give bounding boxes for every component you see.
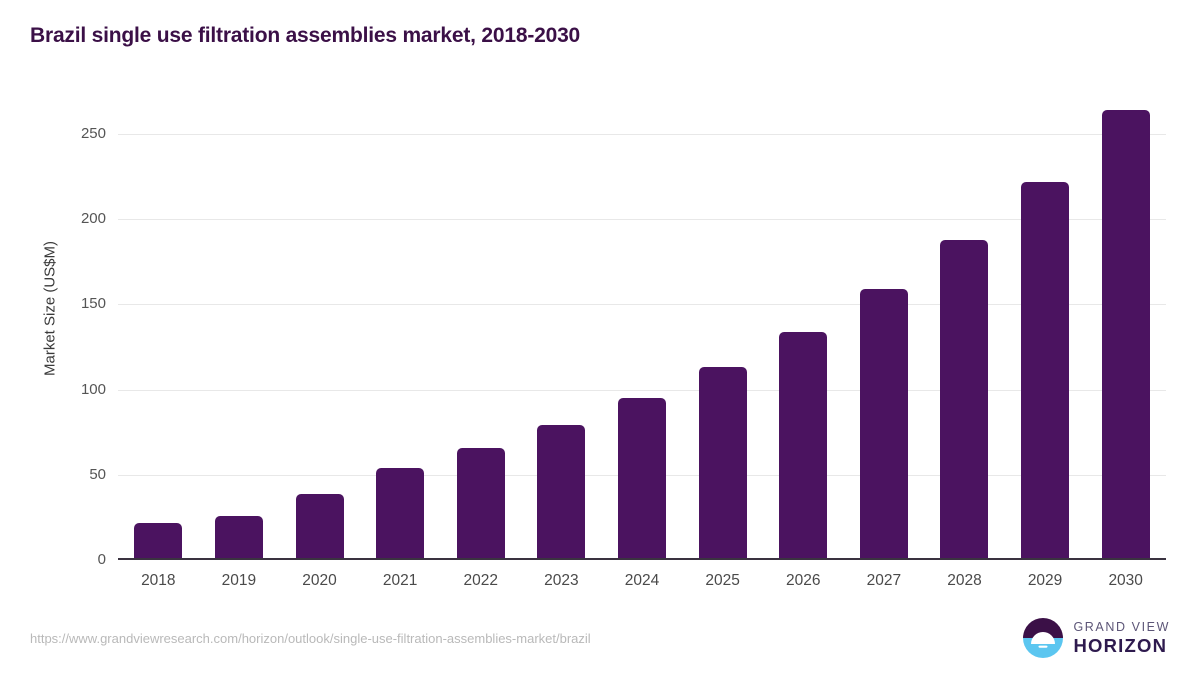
gridline	[118, 134, 1166, 136]
gridline	[118, 389, 1166, 391]
gridline	[118, 219, 1166, 221]
logo-line-2: HORIZON	[1073, 634, 1168, 656]
x-tick-label-2023: 2023	[544, 572, 579, 589]
bars-group	[118, 100, 1166, 560]
x-tick-label-2026: 2026	[785, 572, 821, 589]
logo-wordmark: GRAND VIEW HORIZON	[1073, 621, 1170, 655]
x-tick-label-2028: 2028	[947, 572, 982, 589]
x-tick-label-2027: 2027	[866, 572, 902, 589]
bar-2028[interactable]	[940, 239, 989, 560]
bar-2029[interactable]	[1021, 181, 1070, 560]
y-tick-label: 250	[80, 125, 106, 143]
bar-2027[interactable]	[859, 289, 908, 560]
grand-view-horizon-logo[interactable]: GRAND VIEW HORIZON	[1022, 616, 1170, 660]
bar-2018[interactable]	[134, 522, 183, 560]
y-tick-label: 150	[80, 295, 106, 313]
x-tick-label-2024: 2024	[624, 572, 660, 589]
y-tick-label: 0	[97, 551, 106, 568]
gridline	[118, 304, 1166, 306]
x-tick-label-2018: 2018	[141, 572, 176, 589]
page-title: Brazil single use filtration assemblies …	[30, 24, 581, 47]
x-tick-label-2025: 2025	[705, 572, 740, 589]
source-url[interactable]: https://www.grandviewresearch.com/horizo…	[30, 631, 591, 646]
axis-area: 0 50 100 150 200 250 2018 2019 2020 2021 2022 2023…	[81, 100, 1166, 589]
bar-2030[interactable]	[1101, 110, 1150, 560]
bar-2020[interactable]	[295, 493, 344, 560]
logo-line-1: GRAND VIEW	[1073, 620, 1170, 634]
x-tick-label-2029: 2029	[1027, 572, 1063, 589]
bar-2019[interactable]	[214, 515, 263, 560]
y-tick-label: 50	[89, 465, 106, 483]
bar-2026[interactable]	[779, 331, 828, 560]
x-tick-label-2022: 2022	[463, 572, 498, 589]
y-tick-label: 100	[80, 380, 106, 398]
bar-2022[interactable]	[456, 447, 505, 560]
x-tick-label-2030: 2030	[1108, 572, 1143, 589]
y-tick-label: 200	[80, 210, 106, 228]
horizon-circle-icon	[1022, 617, 1064, 659]
bar-2024[interactable]	[618, 398, 666, 560]
chart-plot-area: Market Size (US$M) 0 50 100 150 200 250 2018 2…	[42, 100, 1166, 589]
bar-2025[interactable]	[698, 367, 747, 560]
bar-2023[interactable]	[537, 425, 586, 560]
x-tick-label-2020: 2020	[302, 572, 337, 589]
x-axis-line	[118, 558, 1166, 560]
x-tick-label-2019: 2019	[221, 572, 257, 589]
bar-2021[interactable]	[376, 468, 425, 560]
x-tick-label-2021: 2021	[382, 572, 418, 589]
